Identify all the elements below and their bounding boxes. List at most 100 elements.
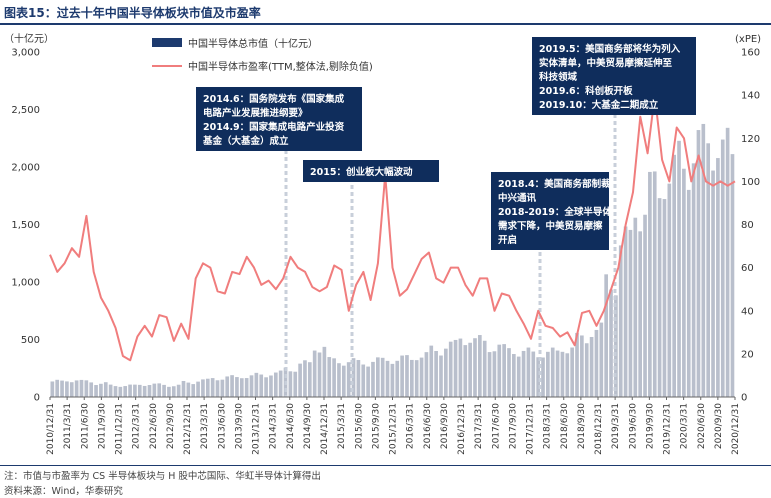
chart-note: 注：市值与市盈率为 CS 半导体板块与 H 股中芯国际、华虹半导体计算得出 [4, 471, 321, 482]
market-cap-bar [196, 381, 200, 397]
market-cap-bar [167, 386, 171, 397]
legend: 中国半导体总市值（十亿元） 中国半导体市盈率(TTM,整体法,剔除负值) [152, 37, 373, 73]
market-cap-bar [60, 380, 64, 397]
market-cap-bar [337, 363, 341, 397]
market-cap-bar [555, 350, 560, 397]
market-cap-bar [711, 170, 715, 397]
market-cap-bar [371, 361, 375, 397]
annotation-box-bg [532, 37, 696, 115]
x-tick-label: 2020/3/31 [680, 403, 690, 449]
market-cap-bar [482, 340, 487, 397]
chart-source: 资料来源：Wind，华泰研究 [4, 486, 123, 497]
market-cap-bar [521, 350, 526, 397]
market-cap-bar [541, 357, 545, 397]
market-cap-bar [468, 342, 472, 397]
x-tick-label: 2012/3/31 [132, 403, 142, 449]
annotation-box-bg [196, 87, 362, 151]
market-cap-bar [628, 229, 633, 397]
y-left-tick-label: 2,500 [11, 105, 40, 116]
market-cap-bar [696, 130, 701, 398]
market-cap-bar [128, 384, 132, 397]
market-cap-bar [137, 384, 142, 397]
x-tick-label: 2011/9/30 [97, 403, 107, 449]
market-cap-bar [239, 378, 244, 397]
market-cap-bar [298, 363, 302, 397]
market-cap-bar [463, 345, 468, 397]
x-tick-label: 2018/9/30 [577, 403, 587, 449]
x-tick-label: 2013/6/30 [217, 403, 227, 449]
market-cap-bar [706, 143, 711, 397]
market-cap-bar [434, 351, 438, 397]
x-tick-label: 2014/12/31 [320, 403, 330, 455]
x-tick-label: 2015/12/31 [389, 403, 399, 455]
x-tick-label: 2011/3/31 [63, 403, 73, 449]
market-cap-bar [720, 139, 725, 397]
market-cap-bar [570, 347, 574, 397]
market-cap-bar [400, 355, 404, 397]
market-cap-bar [657, 198, 662, 397]
x-tick-label: 2012/6/30 [149, 403, 159, 449]
market-cap-bar [230, 375, 234, 397]
market-cap-bar [691, 163, 696, 397]
x-tick-label: 2018/12/31 [594, 403, 604, 455]
market-cap-bar [327, 357, 332, 397]
market-cap-bar [356, 360, 361, 397]
market-cap-bar [69, 382, 74, 397]
market-cap-bar [50, 381, 55, 397]
market-cap-bar [424, 352, 429, 397]
x-tick-label: 2016/6/30 [423, 403, 433, 449]
market-cap-bar [220, 379, 225, 397]
x-tick-label: 2015/9/30 [371, 403, 381, 449]
market-cap-bar [453, 339, 458, 397]
market-cap-bar [390, 363, 395, 397]
y-left-tick-label: 2,000 [11, 163, 40, 174]
pe-ratio-line [49, 94, 736, 362]
market-cap-bar [580, 335, 584, 397]
x-tick-label: 2014/3/31 [269, 403, 279, 449]
market-cap-bar [667, 183, 672, 397]
annotation-text: 科技领域 [539, 71, 578, 83]
x-tick-label: 2018/6/30 [560, 403, 570, 449]
market-cap-bar [215, 380, 220, 397]
x-tick-label: 2018/3/31 [543, 403, 553, 449]
market-cap-bar [682, 168, 686, 397]
market-cap-bar [186, 382, 191, 397]
market-cap-bar [376, 357, 380, 397]
market-cap-bar [133, 384, 137, 397]
y-left-unit: （十亿元） [4, 32, 54, 45]
market-cap-bar [623, 226, 628, 397]
market-cap-bar [235, 377, 239, 397]
y-left-tick-label: 500 [21, 335, 40, 346]
y-right-axis: 0 20 40 60 80 100 120 140 160 [741, 48, 760, 404]
legend-bar-swatch [152, 38, 182, 47]
market-cap-bar [147, 385, 152, 397]
y-right-tick-label: 100 [741, 177, 760, 188]
y-left-tick-label: 1,500 [11, 220, 40, 231]
market-cap-bar [419, 357, 424, 397]
market-cap-bar [191, 384, 196, 397]
market-cap-bar [249, 375, 254, 397]
market-cap-bar [536, 357, 540, 397]
market-cap-bar [157, 383, 162, 397]
market-cap-bar [395, 360, 400, 397]
y-right-tick-label: 0 [741, 393, 747, 404]
y-right-tick-label: 40 [741, 306, 754, 317]
y-right-tick-label: 60 [741, 263, 754, 274]
market-cap-bar [730, 154, 735, 397]
market-cap-bar [429, 345, 434, 397]
y-right-tick-label: 80 [741, 220, 754, 231]
market-cap-bar [113, 386, 118, 397]
x-tick-label: 2017/3/31 [474, 403, 484, 449]
market-cap-bar [89, 382, 94, 397]
market-cap-bar [701, 123, 706, 397]
market-cap-bar [507, 348, 511, 397]
x-tick-label: 2019/6/30 [628, 403, 638, 449]
market-cap-bar [210, 378, 215, 397]
annotation-text: 2019.5：美国商务部将华为列入 [539, 43, 681, 55]
market-cap-bar [633, 217, 638, 397]
market-cap-bar [162, 384, 166, 397]
market-cap-bar [94, 385, 98, 397]
x-tick-label: 2015/3/31 [337, 403, 347, 449]
